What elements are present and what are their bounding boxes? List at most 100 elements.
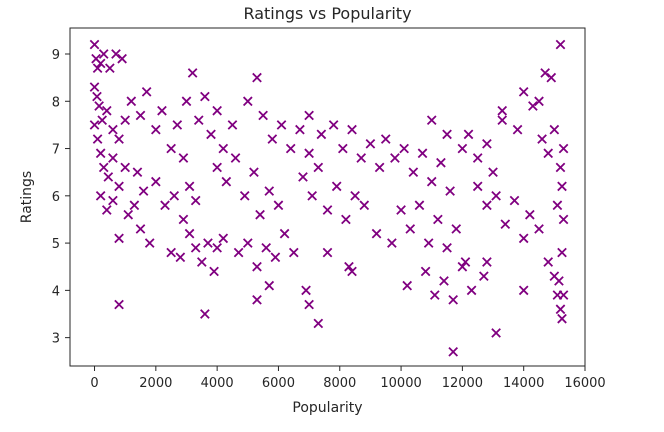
data-point xyxy=(460,257,471,267)
data-point xyxy=(190,195,201,206)
data-point xyxy=(239,190,250,201)
data-point xyxy=(442,129,452,140)
x-tick-label: 12000 xyxy=(442,376,483,391)
data-point xyxy=(482,257,492,267)
data-point xyxy=(518,233,529,244)
data-point xyxy=(472,153,483,163)
x-tick-label: 10000 xyxy=(380,376,421,391)
data-point xyxy=(184,228,195,239)
data-point xyxy=(466,285,477,296)
data-point xyxy=(347,124,357,135)
data-point xyxy=(233,247,244,258)
x-tick-label: 4000 xyxy=(201,376,234,391)
data-point xyxy=(472,181,483,192)
x-tick-label: 14000 xyxy=(503,376,544,391)
data-point xyxy=(347,266,357,277)
data-point xyxy=(405,224,416,234)
data-point xyxy=(555,39,566,50)
data-point xyxy=(138,186,149,196)
data-point xyxy=(227,120,238,130)
data-point xyxy=(264,186,275,196)
data-point xyxy=(249,167,259,178)
data-point xyxy=(457,143,468,154)
data-point xyxy=(242,238,253,248)
data-point xyxy=(448,294,459,305)
data-point xyxy=(436,157,446,168)
data-point xyxy=(426,176,437,187)
data-point xyxy=(203,238,213,248)
data-point xyxy=(276,120,287,130)
data-point xyxy=(554,276,564,286)
data-point xyxy=(552,200,563,211)
data-point xyxy=(144,238,155,248)
data-point xyxy=(193,115,204,126)
data-point xyxy=(380,134,391,144)
data-point xyxy=(555,162,566,173)
data-point xyxy=(166,143,176,154)
data-point xyxy=(322,247,333,258)
data-point xyxy=(557,181,567,192)
data-point xyxy=(457,261,468,272)
data-point xyxy=(95,190,106,201)
data-point xyxy=(108,124,118,135)
x-tick-label: 6000 xyxy=(262,376,295,391)
data-point xyxy=(557,313,567,324)
data-point xyxy=(497,105,508,116)
data-point xyxy=(433,214,443,225)
data-point xyxy=(448,346,459,357)
data-point xyxy=(344,261,354,272)
data-point xyxy=(255,209,265,220)
data-point xyxy=(101,105,112,116)
data-point xyxy=(528,101,538,111)
data-point xyxy=(408,167,419,178)
y-tick-label: 9 xyxy=(52,48,60,63)
data-point xyxy=(518,285,529,296)
data-point xyxy=(264,280,275,291)
data-point xyxy=(534,224,544,234)
data-point xyxy=(123,209,134,220)
data-point xyxy=(316,129,327,140)
data-point xyxy=(218,233,229,244)
x-axis-label: Popularity xyxy=(292,400,362,416)
data-point xyxy=(252,72,262,83)
data-point xyxy=(549,124,560,135)
data-point xyxy=(169,190,180,201)
data-point xyxy=(94,101,104,111)
data-point xyxy=(178,153,189,163)
data-point xyxy=(374,162,385,173)
data-point xyxy=(98,162,109,173)
y-tick-label: 5 xyxy=(52,237,60,252)
y-tick-label: 6 xyxy=(52,190,60,205)
data-point xyxy=(463,129,474,140)
data-point xyxy=(114,134,124,144)
data-point xyxy=(200,91,210,102)
data-point xyxy=(359,200,370,211)
data-point xyxy=(92,91,102,102)
x-tick-label: 2000 xyxy=(139,376,172,391)
data-point xyxy=(331,181,342,192)
data-point xyxy=(417,148,428,159)
data-point xyxy=(108,195,118,206)
data-point xyxy=(491,190,501,201)
plot-frame xyxy=(69,27,586,367)
data-point xyxy=(387,238,397,248)
data-point xyxy=(160,200,170,211)
data-point xyxy=(423,238,434,248)
data-point xyxy=(252,261,262,272)
data-point xyxy=(103,172,114,182)
x-tick-label: 8000 xyxy=(323,376,356,391)
data-point xyxy=(181,96,192,107)
y-tick-label: 7 xyxy=(52,143,60,158)
data-point xyxy=(500,219,511,230)
data-point xyxy=(150,124,161,135)
data-point xyxy=(534,96,544,107)
data-point xyxy=(135,224,146,234)
data-point xyxy=(175,252,186,263)
data-point xyxy=(212,162,222,173)
data-point xyxy=(267,134,278,144)
data-point xyxy=(445,186,455,196)
data-point xyxy=(555,304,566,315)
y-tick-label: 4 xyxy=(52,284,60,299)
data-point xyxy=(295,124,305,135)
